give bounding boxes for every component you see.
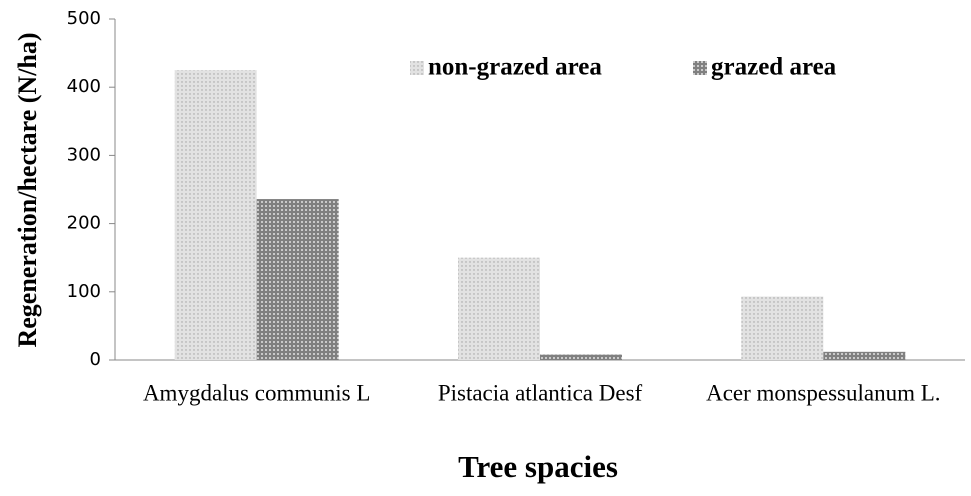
y-tick-label: 100 [67,281,101,302]
bar [174,70,257,361]
x-tick-label: Acer monspessulanum L. [706,380,940,405]
bar [256,199,339,360]
y-tick-label: 500 [67,8,101,29]
legend-swatch [410,61,424,75]
legend-label: non-grazed area [428,54,602,81]
bar [540,354,622,360]
legend-swatch [693,61,707,75]
x-tick-label: Amygdalus communis L [143,380,370,405]
bar [741,296,824,360]
y-tick-label: 300 [67,144,101,165]
y-tick-label: 400 [67,76,101,97]
bar [823,351,906,360]
x-tick-label: Pistacia atlantica Desf [438,380,643,405]
y-tick-label: 200 [67,213,101,234]
x-axis-title: Tree spacies [458,449,618,484]
y-tick-label: 0 [90,349,101,370]
legend-label: grazed area [711,54,837,81]
bar [458,257,540,360]
y-axis-title: Regeneration/hectare (N/ha) [13,32,42,347]
